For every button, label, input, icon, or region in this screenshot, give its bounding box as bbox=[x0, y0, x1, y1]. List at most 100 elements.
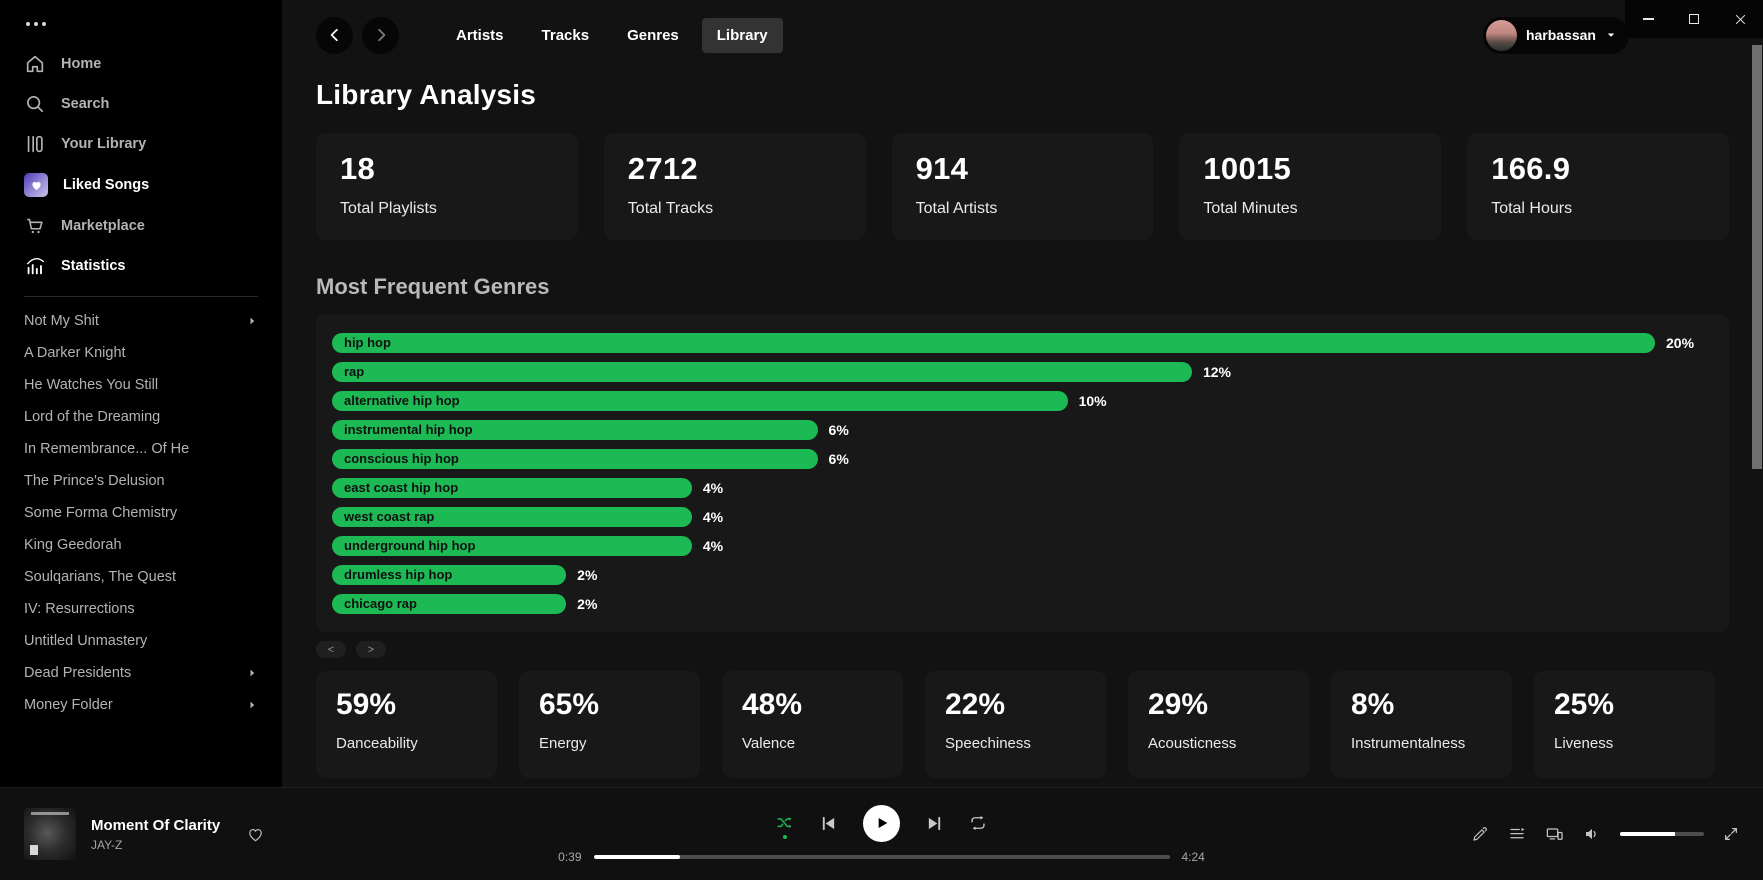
back-button[interactable] bbox=[316, 16, 353, 54]
tab-artists[interactable]: Artists bbox=[456, 26, 504, 44]
pager-prev-button[interactable]: < bbox=[316, 641, 346, 658]
stat-label: Total Hours bbox=[1491, 200, 1573, 217]
app-menu-button[interactable] bbox=[0, 14, 70, 44]
genre-value: 4% bbox=[702, 537, 724, 554]
genres-bar-chart: hip hop 20% rap 12% alternative hip hop … bbox=[316, 314, 1729, 632]
track-meta: Moment Of Clarity JAY-Z bbox=[91, 817, 220, 852]
library-stats-cards: 18 Total Playlists 2712 Total Tracks 914… bbox=[316, 133, 1729, 240]
sidebar-item-marketplace[interactable]: Marketplace bbox=[0, 206, 282, 246]
stat-value: 914 bbox=[915, 151, 969, 186]
track-title[interactable]: Moment Of Clarity bbox=[91, 816, 221, 834]
sidebar-item-your-library[interactable]: Your Library bbox=[0, 124, 282, 164]
genre-bar-row: hip hop 20% bbox=[332, 328, 1713, 357]
playlist-item[interactable]: He Watches You Still bbox=[0, 369, 282, 401]
seek-bar[interactable] bbox=[593, 854, 1170, 859]
close-button[interactable] bbox=[1717, 0, 1763, 38]
playlist-label: Some Forma Chemistry bbox=[24, 504, 178, 521]
feature-card-acousticness: 29% Acousticness bbox=[1128, 671, 1309, 778]
genre-bar-row: underground hip hop 4% bbox=[332, 531, 1713, 560]
genre-bar: alternative hip hop bbox=[332, 390, 1068, 411]
sidebar-item-liked-songs[interactable]: Liked Songs bbox=[0, 164, 282, 206]
forward-button[interactable] bbox=[362, 16, 399, 54]
sidebar-item-label: Marketplace bbox=[61, 218, 145, 234]
playlist-item[interactable]: Some Forma Chemistry bbox=[0, 497, 282, 529]
user-menu-button[interactable]: harbassan bbox=[1482, 16, 1629, 54]
statistics-icon bbox=[26, 258, 44, 275]
playlist-label: In Remembrance... Of He bbox=[24, 440, 190, 457]
repeat-button[interactable] bbox=[969, 814, 987, 832]
volume-icon bbox=[1586, 828, 1596, 840]
feature-value: 29% bbox=[1148, 688, 1209, 721]
sidebar-item-label: Search bbox=[61, 96, 110, 112]
vertical-scrollbar[interactable] bbox=[1752, 45, 1762, 469]
sidebar-item-statistics[interactable]: Statistics bbox=[0, 246, 282, 286]
genre-label: west coast rap bbox=[344, 509, 435, 524]
genre-bar: hip hop bbox=[332, 332, 1655, 353]
shuffle-button[interactable] bbox=[776, 814, 794, 832]
volume-slider[interactable] bbox=[1620, 832, 1704, 836]
playlist-item[interactable]: King Geedorah bbox=[0, 529, 282, 561]
playlist-item[interactable]: Dead Presidents bbox=[0, 657, 282, 689]
playlist-label: Lord of the Dreaming bbox=[24, 408, 161, 425]
playlist-item[interactable]: Untitled Unmastery bbox=[0, 625, 282, 657]
shuffle-icon bbox=[777, 817, 792, 829]
minimize-icon bbox=[1642, 18, 1654, 20]
sidebar: Home Search Your Library Liked Songs bbox=[0, 0, 282, 787]
playlist-item[interactable]: Lord of the Dreaming bbox=[0, 401, 282, 433]
playlist-item[interactable]: A Darker Knight bbox=[0, 337, 282, 369]
seek-bar-fill bbox=[593, 854, 680, 859]
track-artist[interactable]: JAY-Z bbox=[91, 837, 123, 852]
genre-bar-row: conscious hip hop 6% bbox=[332, 444, 1713, 473]
genre-bar: east coast hip hop bbox=[332, 477, 692, 498]
maximize-button[interactable] bbox=[1671, 0, 1717, 38]
lyrics-button[interactable] bbox=[1471, 825, 1489, 843]
playlist-label: Money Folder bbox=[24, 696, 113, 713]
feature-value: 22% bbox=[945, 688, 1006, 721]
playlist-label: A Darker Knight bbox=[24, 344, 126, 361]
sidebar-item-search[interactable]: Search bbox=[0, 84, 282, 124]
like-track-button[interactable] bbox=[246, 825, 265, 844]
sidebar-item-home[interactable]: Home bbox=[0, 44, 282, 84]
genre-value: 10% bbox=[1078, 392, 1107, 409]
sidebar-divider bbox=[24, 296, 258, 297]
playlist-item[interactable]: Soulqarians, The Quest bbox=[0, 561, 282, 593]
feature-label: Energy bbox=[539, 735, 587, 752]
chart-pager: < > bbox=[316, 641, 1729, 658]
fullscreen-button[interactable] bbox=[1723, 826, 1739, 842]
playlist-item[interactable]: The Prince's Delusion bbox=[0, 465, 282, 497]
stat-card-total-artists: 914 Total Artists bbox=[891, 133, 1154, 240]
album-art bbox=[24, 808, 76, 860]
genre-label: rap bbox=[344, 364, 365, 379]
tab-genres[interactable]: Genres bbox=[627, 26, 679, 44]
sidebar-item-label: Liked Songs bbox=[63, 177, 150, 193]
genre-bar: rap bbox=[332, 361, 1192, 382]
volume-button[interactable] bbox=[1583, 825, 1601, 843]
stat-label: Total Artists bbox=[915, 200, 998, 217]
playlist-label: King Geedorah bbox=[24, 536, 122, 553]
playlist-item[interactable]: IV: Resurrections bbox=[0, 593, 282, 625]
stat-card-total-hours: 166.9 Total Hours bbox=[1467, 133, 1729, 240]
next-track-button[interactable] bbox=[926, 815, 943, 832]
playlist-item[interactable]: Not My Shit bbox=[0, 305, 282, 337]
queue-button[interactable] bbox=[1508, 825, 1526, 843]
stat-card-total-minutes: 10015 Total Minutes bbox=[1179, 133, 1442, 240]
genre-bar: instrumental hip hop bbox=[332, 419, 818, 440]
tab-tracks[interactable]: Tracks bbox=[541, 26, 590, 44]
playlist-item[interactable]: Money Folder bbox=[0, 689, 282, 721]
stat-value: 10015 bbox=[1203, 151, 1292, 186]
play-button[interactable] bbox=[863, 804, 900, 842]
playlist-item[interactable]: In Remembrance... Of He bbox=[0, 433, 282, 465]
genre-bar-row: drumless hip hop 2% bbox=[332, 560, 1713, 589]
feature-label: Speechiness bbox=[945, 735, 1031, 752]
connect-device-button[interactable] bbox=[1545, 825, 1564, 844]
feature-value: 65% bbox=[539, 688, 600, 721]
genre-value: 20% bbox=[1666, 334, 1695, 351]
previous-track-button[interactable] bbox=[820, 815, 837, 832]
pager-next-button[interactable]: > bbox=[356, 641, 386, 658]
ellipsis-icon bbox=[26, 22, 30, 26]
playlist-label: He Watches You Still bbox=[24, 376, 159, 393]
minimize-button[interactable] bbox=[1625, 0, 1671, 38]
chevron-right-icon bbox=[377, 28, 385, 42]
tab-library[interactable]: Library bbox=[701, 17, 783, 53]
